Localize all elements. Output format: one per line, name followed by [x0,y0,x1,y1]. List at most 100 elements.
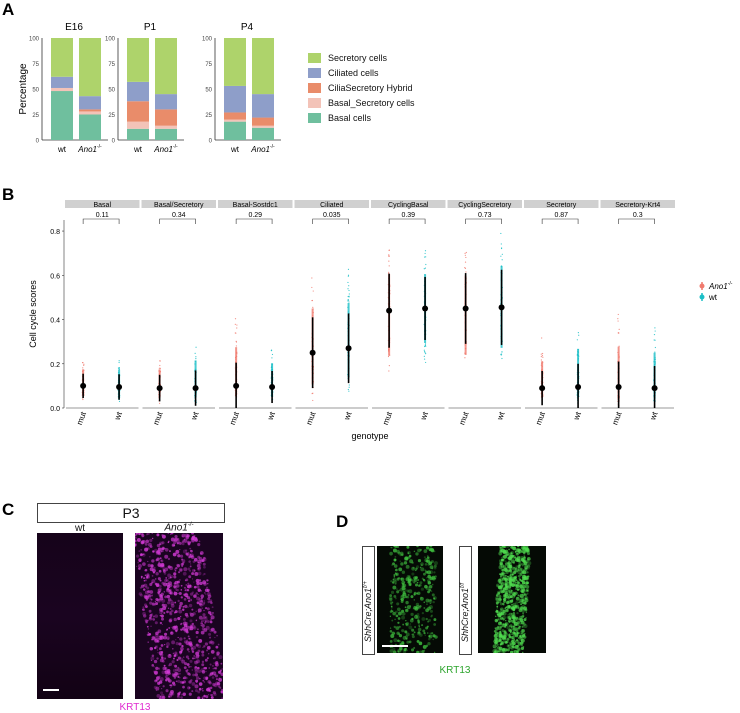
data-point [500,354,502,356]
legend-label-sup: -/- [728,281,733,287]
data-point [347,388,349,391]
significance-bracket [312,218,349,224]
data-point [348,384,350,386]
data-point [348,285,350,287]
x-tick-label: wt [342,410,354,422]
data-point [388,255,390,257]
data-point [500,243,502,245]
data-point [425,361,427,364]
data-point [500,255,502,257]
data-point [654,327,656,329]
panel-d-right-label-box [459,546,472,655]
x-tick-label: mut [151,410,164,426]
data-point [388,265,390,267]
facet-strip [371,200,446,208]
data-point [195,358,197,360]
data-point [312,290,314,292]
data-point [540,359,542,361]
data-point [347,274,350,276]
data-point [500,247,503,249]
bar-segment [224,112,246,120]
facet-cyclingsecretory: CyclingSecretory 0.73 mut wt [447,200,522,426]
x-tick-label: wt [571,410,583,422]
x-tick-label: wt [133,145,143,154]
data-point [388,271,390,273]
y-tick-label: 0.8 [50,229,60,236]
y-tick-label: 25 [32,113,39,119]
data-point [423,358,426,360]
x-tick-label-text: Ano1 [250,145,270,154]
legend-label: Basal_Secretory cells [328,97,415,108]
data-point [464,267,467,270]
legend-item: Secretory cells [308,50,415,65]
x-tick-label: mut [228,410,241,426]
facet-strip [524,200,599,208]
p-value-label: 0.39 [401,212,415,219]
micrograph-ko-krt13 [478,546,546,653]
data-point [347,288,349,290]
data-point [312,399,314,402]
panel-d-right-label: ShhCre;Ano1f/f [460,582,470,642]
bar-segment [155,125,177,129]
median-point [156,385,163,392]
bar-segment [127,81,149,102]
facet-ciliated: Ciliated 0.035 mut wt [294,200,369,426]
facet-secretory: Secretory 0.87 mut wt [524,200,599,426]
facet-label: Basal-Sostdc1 [233,202,278,209]
legend-label: Ano1-/- [708,281,733,291]
facet-label: CyclingSecretory [458,202,511,209]
median-point [498,304,505,311]
p-value-label: 0.11 [96,212,109,219]
chart-title: P4 [241,22,254,33]
data-point [347,298,349,301]
data-point [388,365,390,367]
panel-d-caption: KRT13 [439,665,471,676]
median-point [651,385,658,392]
bar-segment [79,96,101,110]
data-point [236,327,238,329]
data-point [235,341,238,343]
panel-c-title: P3 [122,505,140,521]
chart-title: E16 [65,22,83,33]
legend-item: Basal cells [308,110,415,125]
bar-segment [51,91,73,140]
data-point [195,346,197,348]
legend-item: Ciliated cells [308,65,415,80]
legend-label: Ciliated cells [328,67,379,78]
panel-label-c: C [2,500,15,519]
data-point [542,356,544,358]
fluorescence-signal [135,533,223,699]
panel-b-x-label: genotype [351,431,388,441]
x-tick-label: wt [418,410,430,422]
panel-c-wt-label: wt [75,523,85,534]
y-tick-label: 25 [205,113,212,119]
x-tick-label: mut [610,410,623,426]
bar-segment [252,38,274,95]
facet-label: Ciliated [320,202,343,209]
bar-segment [155,128,177,140]
facet-label: CyclingBasal [388,202,429,209]
data-point [236,324,238,326]
y-tick-label: 50 [205,88,212,94]
data-point [388,260,390,262]
data-point [348,390,350,392]
fluorescence-signal [388,546,438,653]
y-tick-label: 100 [29,37,40,43]
facet-basal-secretory: Basal/Secretory 0.34 mut wt [141,200,216,426]
stacked-bar-chart-p1: P1 0 25 50 75 100 wt Ano1-/- [105,22,184,154]
data-point [423,256,426,258]
legend-swatch [308,67,321,78]
data-point [654,346,656,349]
data-point [423,355,425,357]
facet-strip [447,200,522,208]
facet-strip [218,200,293,208]
data-point [464,252,466,255]
x-tick-label-sup: -/- [173,144,178,150]
significance-bracket [82,218,120,224]
median-point [575,383,582,390]
data-point [501,253,503,255]
median-point [192,385,199,392]
data-point [271,357,273,359]
y-tick-label: 50 [108,88,115,94]
legend-label: wt [708,293,718,302]
